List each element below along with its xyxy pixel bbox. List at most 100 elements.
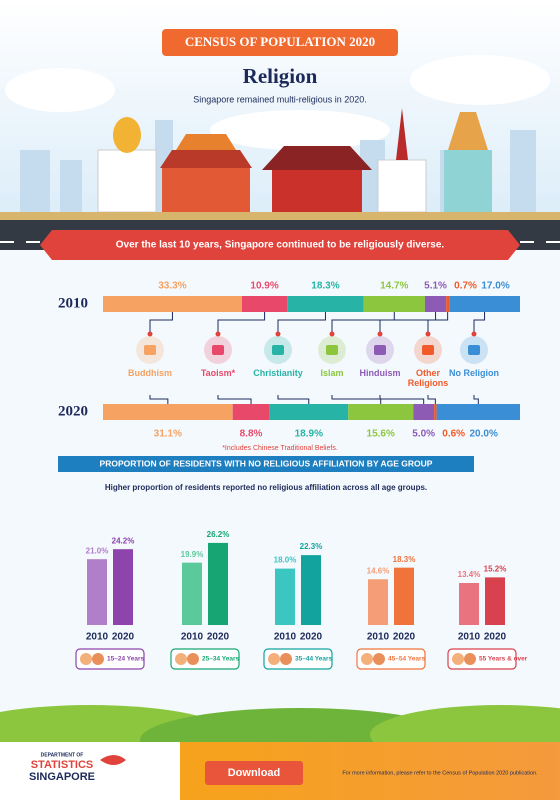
connector-dot — [426, 332, 431, 337]
religion-icon-shape — [468, 345, 480, 355]
religion-icon-shape — [272, 345, 284, 355]
age-group-label: 55 Years & over — [479, 656, 528, 663]
bar — [182, 563, 202, 625]
row-label: 2020 — [58, 403, 88, 419]
value-label: 31.1% — [154, 429, 182, 440]
face-icon — [464, 653, 476, 665]
x-tick-label: 2020 — [207, 632, 230, 643]
value-label: 21.0% — [86, 546, 109, 555]
bar-segment — [269, 404, 348, 420]
value-label: 10.9% — [250, 281, 278, 292]
value-label: 17.0% — [481, 281, 509, 292]
face-icon — [373, 653, 385, 665]
x-tick-label: 2010 — [367, 632, 390, 643]
connector-dot — [378, 332, 383, 337]
face-icon — [452, 653, 464, 665]
logo-line: STATISTICS — [31, 759, 94, 771]
bar — [459, 583, 479, 625]
bar-segment — [364, 296, 425, 312]
x-tick-label: 2010 — [86, 632, 109, 643]
face-icon — [92, 653, 104, 665]
badge-text: CENSUS OF POPULATION 2020 — [185, 34, 375, 49]
bar — [368, 579, 388, 625]
value-label: 5.0% — [412, 429, 435, 440]
bar — [394, 568, 414, 625]
value-label: 8.8% — [240, 429, 263, 440]
religion-name: Taoism* — [189, 368, 247, 378]
x-tick-label: 2010 — [181, 632, 204, 643]
value-label: 22.3% — [300, 542, 323, 551]
banner-text: Over the last 10 years, Singapore contin… — [116, 240, 445, 251]
connector-dot — [330, 332, 335, 337]
bar-segment — [434, 404, 437, 420]
canvas: CENSUS OF POPULATION 2020 Religion Singa… — [0, 0, 560, 800]
age-group-label: 35–44 Years — [295, 656, 332, 663]
row-label: 2010 — [58, 295, 88, 311]
religion-icon-shape — [212, 345, 224, 355]
connector-dot — [472, 332, 477, 337]
face-icon — [187, 653, 199, 665]
religion-icon-shape — [374, 345, 386, 355]
value-label: 18.3% — [393, 555, 416, 564]
face-icon — [268, 653, 280, 665]
face-icon — [280, 653, 292, 665]
value-label: 18.0% — [274, 556, 297, 565]
religion-icon-shape — [422, 345, 434, 355]
value-label: 15.2% — [484, 564, 507, 573]
connector-dot — [148, 332, 153, 337]
value-label: 26.2% — [207, 530, 230, 539]
logo-line: DEPARTMENT OF — [41, 752, 84, 758]
sidewalk — [0, 212, 560, 220]
x-tick-label: 2020 — [393, 632, 416, 643]
value-label: 19.9% — [181, 550, 204, 559]
bar — [208, 543, 228, 625]
religion-name: No Religion — [445, 368, 503, 378]
bar-segment — [242, 296, 287, 312]
x-tick-label: 2010 — [458, 632, 481, 643]
value-label: 13.4% — [458, 570, 481, 579]
footnote: *Includes Chinese Traditional Beliefs. — [222, 445, 338, 452]
x-tick-label: 2020 — [484, 632, 507, 643]
bar-segment — [103, 296, 242, 312]
bar-segment — [446, 296, 449, 312]
footer-note: For more information, please refer to th… — [342, 770, 538, 776]
connector-dot — [276, 332, 281, 337]
value-label: 15.6% — [367, 429, 395, 440]
value-label: 33.3% — [158, 281, 186, 292]
x-tick-label: 2020 — [300, 632, 323, 643]
face-icon — [361, 653, 373, 665]
bar — [87, 559, 107, 625]
bar-segment — [425, 296, 446, 312]
value-label: 14.7% — [380, 281, 408, 292]
connector-dot — [216, 332, 221, 337]
bar-segment — [437, 404, 520, 420]
religion-name: Buddhism — [121, 368, 179, 378]
bar-segment — [449, 296, 520, 312]
download-label[interactable]: Download — [228, 767, 281, 779]
value-label: 18.9% — [295, 429, 323, 440]
value-label: 14.6% — [367, 566, 390, 575]
title: Religion — [243, 64, 318, 88]
value-label: 0.7% — [454, 281, 477, 292]
bar-segment — [233, 404, 270, 420]
infographic: CENSUS OF POPULATION 2020 Religion Singa… — [0, 0, 560, 800]
x-tick-label: 2020 — [112, 632, 135, 643]
religion-name: Christianity — [249, 368, 307, 378]
bar — [485, 577, 505, 625]
value-label: 20.0% — [469, 429, 497, 440]
bar — [275, 569, 295, 625]
section-title: PROPORTION OF RESIDENTS WITH NO RELIGIOU… — [100, 458, 433, 468]
age-group-label: 15–24 Years — [107, 656, 144, 663]
face-icon — [175, 653, 187, 665]
religion-icon-shape — [144, 345, 156, 355]
bar — [113, 549, 133, 625]
logo-line: SINGAPORE — [29, 771, 95, 783]
bar — [301, 555, 321, 625]
value-label: 5.1% — [424, 281, 447, 292]
value-label: 0.6% — [442, 429, 465, 440]
face-icon — [80, 653, 92, 665]
religion-icon-shape — [326, 345, 338, 355]
value-label: 24.2% — [112, 536, 135, 545]
value-label: 18.3% — [311, 281, 339, 292]
bar-segment — [348, 404, 413, 420]
